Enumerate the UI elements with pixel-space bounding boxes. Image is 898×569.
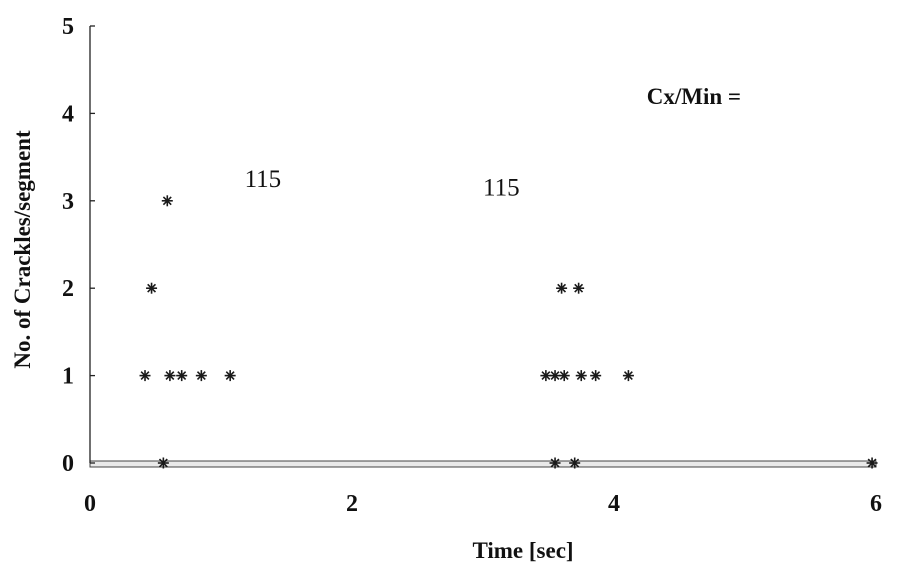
tick-labels: 0 2 4 6 0 1 2 3 4 5 bbox=[62, 14, 882, 517]
zero-baseline-band bbox=[89, 460, 877, 468]
data-point bbox=[164, 370, 176, 382]
axes bbox=[89, 25, 95, 464]
data-point bbox=[866, 457, 878, 469]
data-point bbox=[622, 370, 634, 382]
y-tick-label: 0 bbox=[62, 451, 74, 477]
data-points bbox=[139, 195, 878, 469]
y-tick-label: 3 bbox=[62, 189, 74, 215]
y-tick-label: 2 bbox=[62, 276, 74, 302]
x-tick-label: 6 bbox=[870, 491, 882, 517]
data-point bbox=[157, 457, 169, 469]
baseline-band bbox=[89, 460, 877, 468]
x-axis-title: Time [sec] bbox=[472, 538, 573, 563]
data-point bbox=[540, 370, 552, 382]
data-point bbox=[569, 457, 581, 469]
data-point bbox=[558, 370, 570, 382]
y-axis-title: No. of Crackles/segment bbox=[10, 130, 35, 369]
annotations: Cx/Min = 115 115 bbox=[245, 84, 741, 202]
data-point bbox=[575, 370, 587, 382]
y-tick-label: 1 bbox=[62, 364, 74, 390]
data-point bbox=[195, 370, 207, 382]
x-tick-label: 2 bbox=[346, 491, 358, 517]
y-tick-label: 4 bbox=[62, 101, 74, 127]
data-point bbox=[161, 195, 173, 207]
x-tick-label: 4 bbox=[608, 491, 620, 517]
cx-per-min-label: Cx/Min = bbox=[647, 84, 741, 109]
rate-value-label: 115 bbox=[245, 166, 282, 193]
data-point bbox=[549, 457, 561, 469]
rate-value-label: 115 bbox=[483, 175, 520, 202]
data-point bbox=[176, 370, 188, 382]
y-tick-label: 5 bbox=[62, 14, 74, 40]
data-point bbox=[549, 370, 561, 382]
data-point bbox=[590, 370, 602, 382]
data-point bbox=[224, 370, 236, 382]
data-point bbox=[146, 282, 158, 294]
x-tick-label: 0 bbox=[84, 491, 96, 517]
data-point bbox=[556, 282, 568, 294]
data-point bbox=[139, 370, 151, 382]
data-point bbox=[573, 282, 585, 294]
